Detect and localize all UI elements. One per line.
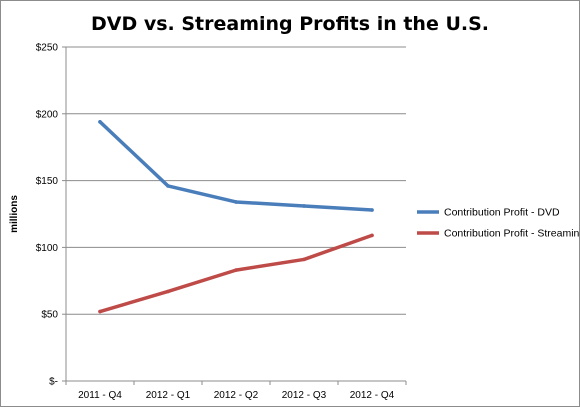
series-line-0: [98, 120, 374, 212]
data-point: [370, 233, 374, 238]
y-tick-label: $150: [36, 176, 59, 187]
x-tick-label: 2012 - Q4: [350, 390, 395, 401]
data-point: [98, 120, 102, 124]
x-tick-label: 2011 - Q4: [78, 390, 122, 401]
data-point: [302, 204, 306, 208]
y-tick-label: $-: [49, 377, 58, 388]
data-point: [234, 268, 238, 272]
data-point: [98, 309, 102, 314]
series-line-1: [98, 233, 374, 314]
y-tick-label: $100: [36, 243, 59, 254]
data-point: [302, 257, 306, 262]
chart-title: DVD vs. Streaming Profits in the U.S.: [90, 13, 490, 35]
data-point: [234, 200, 238, 204]
x-tick-label: 2012 - Q2: [214, 390, 259, 401]
y-tick-label: $50: [41, 310, 58, 321]
y-tick-label: $250: [36, 43, 59, 54]
y-axis-label: millions: [9, 195, 20, 233]
data-point: [370, 208, 374, 212]
data-point: [166, 289, 170, 294]
legend-label-1: Contribution Profit - Streaming: [444, 228, 579, 240]
data-point: [166, 184, 170, 188]
y-tick-label: $200: [36, 109, 59, 120]
legend-label-0: Contribution Profit - DVD: [444, 207, 560, 219]
x-tick-label: 2012 - Q3: [282, 390, 327, 401]
x-tick-label: 2012 - Q1: [146, 390, 191, 401]
